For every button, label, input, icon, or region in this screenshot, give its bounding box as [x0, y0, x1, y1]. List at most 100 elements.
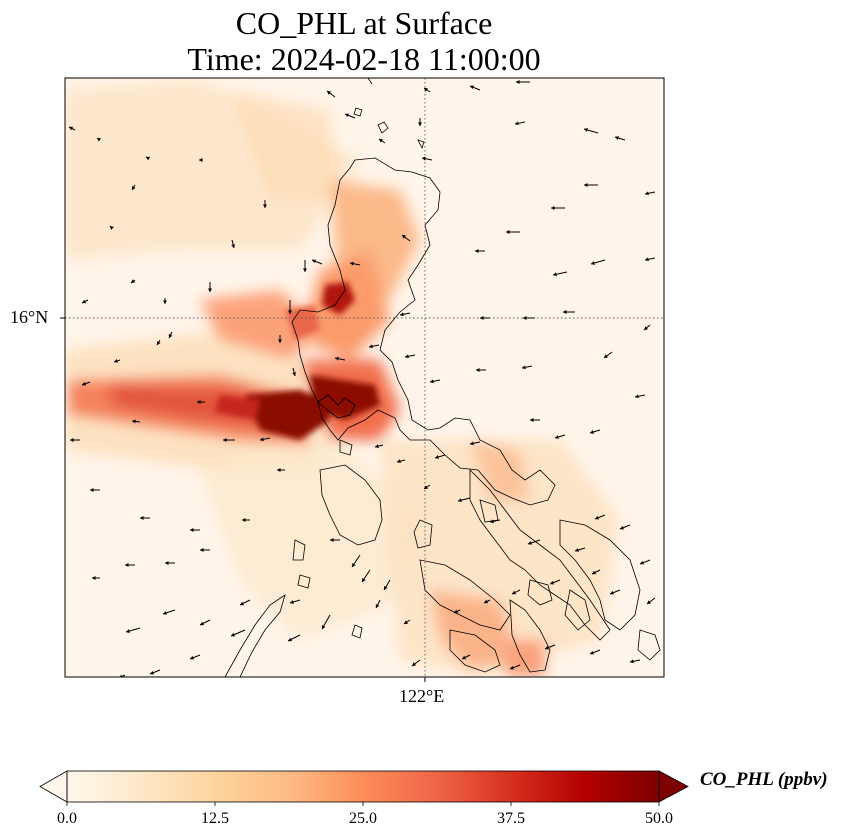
- wind-arrow-head: [454, 609, 459, 614]
- wind-arrow-head: [97, 138, 102, 142]
- wind-arrow-head: [530, 418, 534, 422]
- wind-arrow-head: [240, 601, 245, 606]
- wind-arrow-head: [82, 381, 86, 386]
- wind-arrow-head: [590, 650, 594, 655]
- coastlines: [224, 78, 661, 677]
- wind-arrow-head: [397, 459, 401, 464]
- wind-arrow-head: [199, 158, 203, 162]
- wind-arrow-head: [591, 261, 595, 265]
- wind-arrow-head: [322, 624, 326, 629]
- wind-arrow-head: [404, 620, 409, 624]
- wind-arrow-head: [510, 665, 514, 670]
- wind-arrow-head: [476, 368, 480, 372]
- wind-arrow-head: [490, 519, 494, 524]
- wind-arrow-head: [303, 268, 307, 272]
- wind-arrow-head: [645, 191, 649, 196]
- wind-arrow-head: [604, 354, 608, 358]
- wind-arrow-head: [277, 468, 281, 472]
- wind-arrow-head: [126, 629, 130, 633]
- lon-label: 122°E: [399, 686, 445, 706]
- wind-arrow-head: [424, 485, 429, 489]
- wind-arrow-head: [555, 435, 559, 439]
- wind-arrow-head: [69, 126, 74, 131]
- wind-arrow-head: [200, 621, 205, 626]
- wind-arrow-head: [223, 438, 227, 442]
- wind-arrow-head: [168, 333, 173, 338]
- wind-arrow-head: [430, 379, 434, 384]
- colorbar-tick: 37.5: [497, 810, 525, 827]
- wind-arrow-head: [384, 585, 388, 590]
- wind-arrow-head: [424, 88, 429, 92]
- wind-arrow-head: [647, 600, 651, 604]
- wind-arrow-head: [575, 548, 579, 552]
- wind-arrow-head: [528, 540, 532, 545]
- wind-arrow-head: [335, 356, 339, 361]
- wind-arrow-head: [165, 561, 169, 565]
- wind-arrow-head: [288, 637, 293, 642]
- wind-arrow-head: [630, 659, 634, 664]
- wind-arrow-head: [584, 183, 588, 187]
- wind-arrow-head: [462, 655, 467, 660]
- wind-arrow-head: [435, 455, 439, 459]
- wind-arrow-head: [551, 206, 555, 210]
- wind-arrow-head: [278, 339, 282, 343]
- wind-arrow-head: [163, 300, 167, 304]
- wind-arrow-head: [208, 288, 212, 292]
- wind-arrow-head: [92, 576, 96, 580]
- wind-arrow-head: [90, 488, 94, 492]
- wind-arrow-head: [110, 226, 114, 230]
- wind-arrow-head: [190, 655, 194, 660]
- wind-arrow-head: [292, 372, 297, 376]
- wind-vectors: [51, 80, 656, 677]
- wind-arrow-head: [379, 139, 384, 143]
- wind-arrow-head: [402, 235, 406, 239]
- wind-arrow-head: [553, 272, 557, 277]
- wind-arrow-head: [584, 128, 588, 132]
- wind-arrow-head: [327, 91, 331, 95]
- concentration-field: [65, 78, 664, 677]
- wind-arrow-head: [595, 515, 599, 520]
- wind-arrow-head: [523, 316, 527, 320]
- wind-arrow-head: [263, 204, 267, 208]
- wind-arrow-head: [610, 590, 614, 595]
- wind-arrow-head: [350, 261, 354, 266]
- wind-arrow-head: [422, 156, 426, 161]
- wind-arrow-head: [140, 516, 144, 520]
- wind-arrow-head: [190, 528, 194, 532]
- wind-arrow-head: [51, 606, 55, 610]
- wind-arrow-head: [260, 437, 264, 442]
- wind-arrow-head: [312, 259, 316, 264]
- wind-arrow-head: [150, 670, 154, 675]
- wind-arrow-head: [200, 548, 204, 552]
- wind-arrow-head: [132, 185, 136, 190]
- wind-arrow-head: [70, 438, 74, 442]
- colorbar-tick: 0.0: [57, 810, 77, 827]
- wind-arrow-head: [163, 610, 167, 615]
- wind-arrow-head: [470, 441, 474, 446]
- wind-arrow-head: [645, 257, 649, 262]
- wind-arrow-head: [288, 310, 292, 314]
- wind-arrow-head: [470, 85, 474, 90]
- wind-arrow-head: [640, 560, 644, 565]
- colorbar-tick: 50.0: [645, 810, 673, 827]
- wind-arrow-head: [412, 662, 416, 666]
- wind-arrow-head: [345, 113, 349, 118]
- wind-arrow-head: [635, 394, 639, 399]
- wind-arrow-shaft: [65, 605, 66, 606]
- wind-arrow-head: [475, 249, 479, 253]
- wind-arrow-head: [405, 354, 409, 359]
- wind-arrow-head: [82, 299, 87, 304]
- colorbar-label: CO_PHL (ppbv): [700, 769, 828, 790]
- wind-arrow-head: [480, 316, 484, 320]
- wind-arrow-head: [197, 400, 201, 404]
- wind-arrow-head: [231, 244, 236, 248]
- wind-arrow-head: [132, 419, 136, 424]
- wind-arrow-head: [400, 312, 404, 317]
- wind-arrow-head: [515, 121, 519, 126]
- wind-arrow-head: [375, 603, 380, 608]
- wind-arrow-head: [522, 365, 526, 370]
- wind-arrow-head: [375, 444, 379, 449]
- wind-arrow-head: [418, 122, 422, 126]
- lat-label: 16°N: [10, 307, 49, 327]
- wind-arrow-head: [620, 525, 624, 530]
